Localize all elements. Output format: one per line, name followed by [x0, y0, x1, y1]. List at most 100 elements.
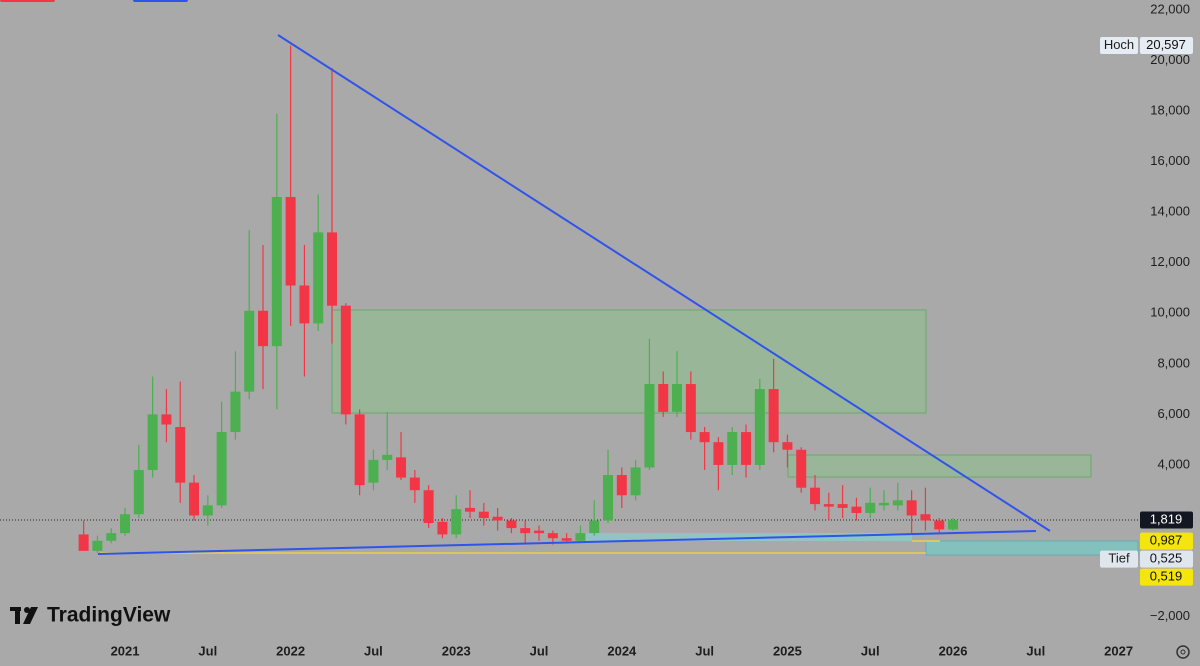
- candle-body: [258, 310, 269, 347]
- x-tick-label: 2022: [276, 643, 305, 658]
- price-tag-value: 0,525: [1150, 551, 1183, 566]
- candle-body: [892, 500, 903, 506]
- trend-line: [277, 34, 1051, 532]
- candle-body: [603, 475, 614, 521]
- y-tick-label: 6,000: [1157, 406, 1190, 421]
- candle-body: [741, 432, 752, 465]
- candle-body: [754, 389, 765, 465]
- y-tick-label: 12,000: [1150, 254, 1190, 269]
- y-tick-label: 8,000: [1157, 355, 1190, 370]
- candle-body: [506, 520, 517, 529]
- candle-body: [423, 490, 434, 524]
- candle-body: [285, 197, 296, 286]
- candle-body: [451, 509, 462, 535]
- candle-body: [796, 449, 807, 488]
- candle-body: [106, 533, 117, 541]
- candle-body: [161, 414, 172, 425]
- y-tick-label: −2,000: [1150, 608, 1190, 623]
- price-tag-value: 20,597: [1146, 37, 1186, 52]
- y-tick-label: 20,000: [1150, 52, 1190, 67]
- candle-body: [175, 427, 186, 483]
- candle-body: [92, 540, 103, 551]
- candle-body: [851, 506, 862, 513]
- x-tick-label: Jul: [861, 643, 880, 658]
- x-tick-label: Jul: [1026, 643, 1045, 658]
- logo-mark: [15, 607, 20, 624]
- settings-icon[interactable]: [1176, 645, 1190, 659]
- candle-body: [478, 511, 489, 519]
- y-tick-label: 22,000: [1150, 1, 1190, 16]
- candle-body: [189, 482, 200, 516]
- price-tag: [1140, 568, 1193, 586]
- candle-body: [823, 504, 834, 507]
- candle-body: [589, 520, 600, 534]
- y-tick-label: 16,000: [1150, 153, 1190, 168]
- plot: [78, 45, 959, 553]
- x-tick-label: 2025: [773, 643, 802, 658]
- candle-body: [948, 520, 959, 530]
- candle-body: [340, 305, 351, 415]
- candle-body: [575, 533, 586, 541]
- x-tick-label: 2026: [939, 643, 968, 658]
- price-tag-name: Tief: [1108, 551, 1130, 566]
- candle-body: [520, 528, 531, 534]
- candle-body: [561, 538, 572, 541]
- candle-body: [699, 432, 710, 443]
- candle-body: [382, 454, 393, 460]
- candle-body: [437, 521, 448, 535]
- price-tag-value: 0,987: [1150, 533, 1183, 548]
- zone: [331, 309, 927, 414]
- price-tag-value: 0,519: [1150, 569, 1183, 584]
- candle-body: [810, 487, 821, 505]
- candle-body: [492, 516, 503, 521]
- candle-body: [616, 475, 627, 496]
- logo-mark: [24, 607, 30, 613]
- price-tag: [1140, 550, 1193, 568]
- price-tag-name-box: [1100, 36, 1138, 54]
- candle-body: [934, 520, 945, 530]
- x-tick-label: 2023: [442, 643, 471, 658]
- settings-icon[interactable]: [1180, 649, 1186, 655]
- candle-body: [368, 459, 379, 483]
- y-tick-label: 14,000: [1150, 204, 1190, 219]
- y-tick-label: 4,000: [1157, 456, 1190, 471]
- price-tag-name-box: [1100, 550, 1138, 568]
- candle-body: [78, 534, 89, 551]
- legend-chip: [133, 0, 188, 2]
- price-tag-value: 1,819: [1150, 511, 1183, 526]
- x-tick-label: Jul: [695, 643, 714, 658]
- price-tag: [1140, 36, 1193, 54]
- candle-body: [534, 530, 545, 534]
- candle-body: [271, 197, 282, 347]
- candle-body: [713, 442, 724, 465]
- x-tick-label: 2021: [111, 643, 140, 658]
- candle-body: [133, 469, 144, 515]
- candle-body: [727, 432, 738, 465]
- candle-body: [644, 384, 655, 468]
- x-tick-label: 2027: [1104, 643, 1133, 658]
- price-tag: [1140, 532, 1193, 550]
- zone: [787, 454, 1092, 478]
- watermark: TradingView: [47, 604, 171, 627]
- candle-body: [658, 384, 669, 412]
- candle-body: [120, 514, 131, 534]
- logo-mark: [23, 607, 38, 624]
- legend-chip: [0, 0, 55, 2]
- y-tick-label: 10,000: [1150, 305, 1190, 320]
- candle-body: [409, 477, 420, 491]
- settings-icon[interactable]: [1176, 645, 1190, 659]
- candle-body: [837, 504, 848, 508]
- price-tag: [1140, 511, 1193, 529]
- candle-body: [685, 384, 696, 433]
- x-tick-label: 2024: [607, 643, 637, 658]
- candle-body: [202, 505, 213, 516]
- candle-body: [630, 467, 641, 496]
- y-tick-label: 18,000: [1150, 103, 1190, 118]
- candle-body: [879, 502, 890, 506]
- candle-body: [299, 285, 310, 324]
- candle-body: [244, 310, 255, 392]
- candle-body: [216, 432, 227, 506]
- zone: [925, 540, 1139, 556]
- x-tick-label: Jul: [198, 643, 217, 658]
